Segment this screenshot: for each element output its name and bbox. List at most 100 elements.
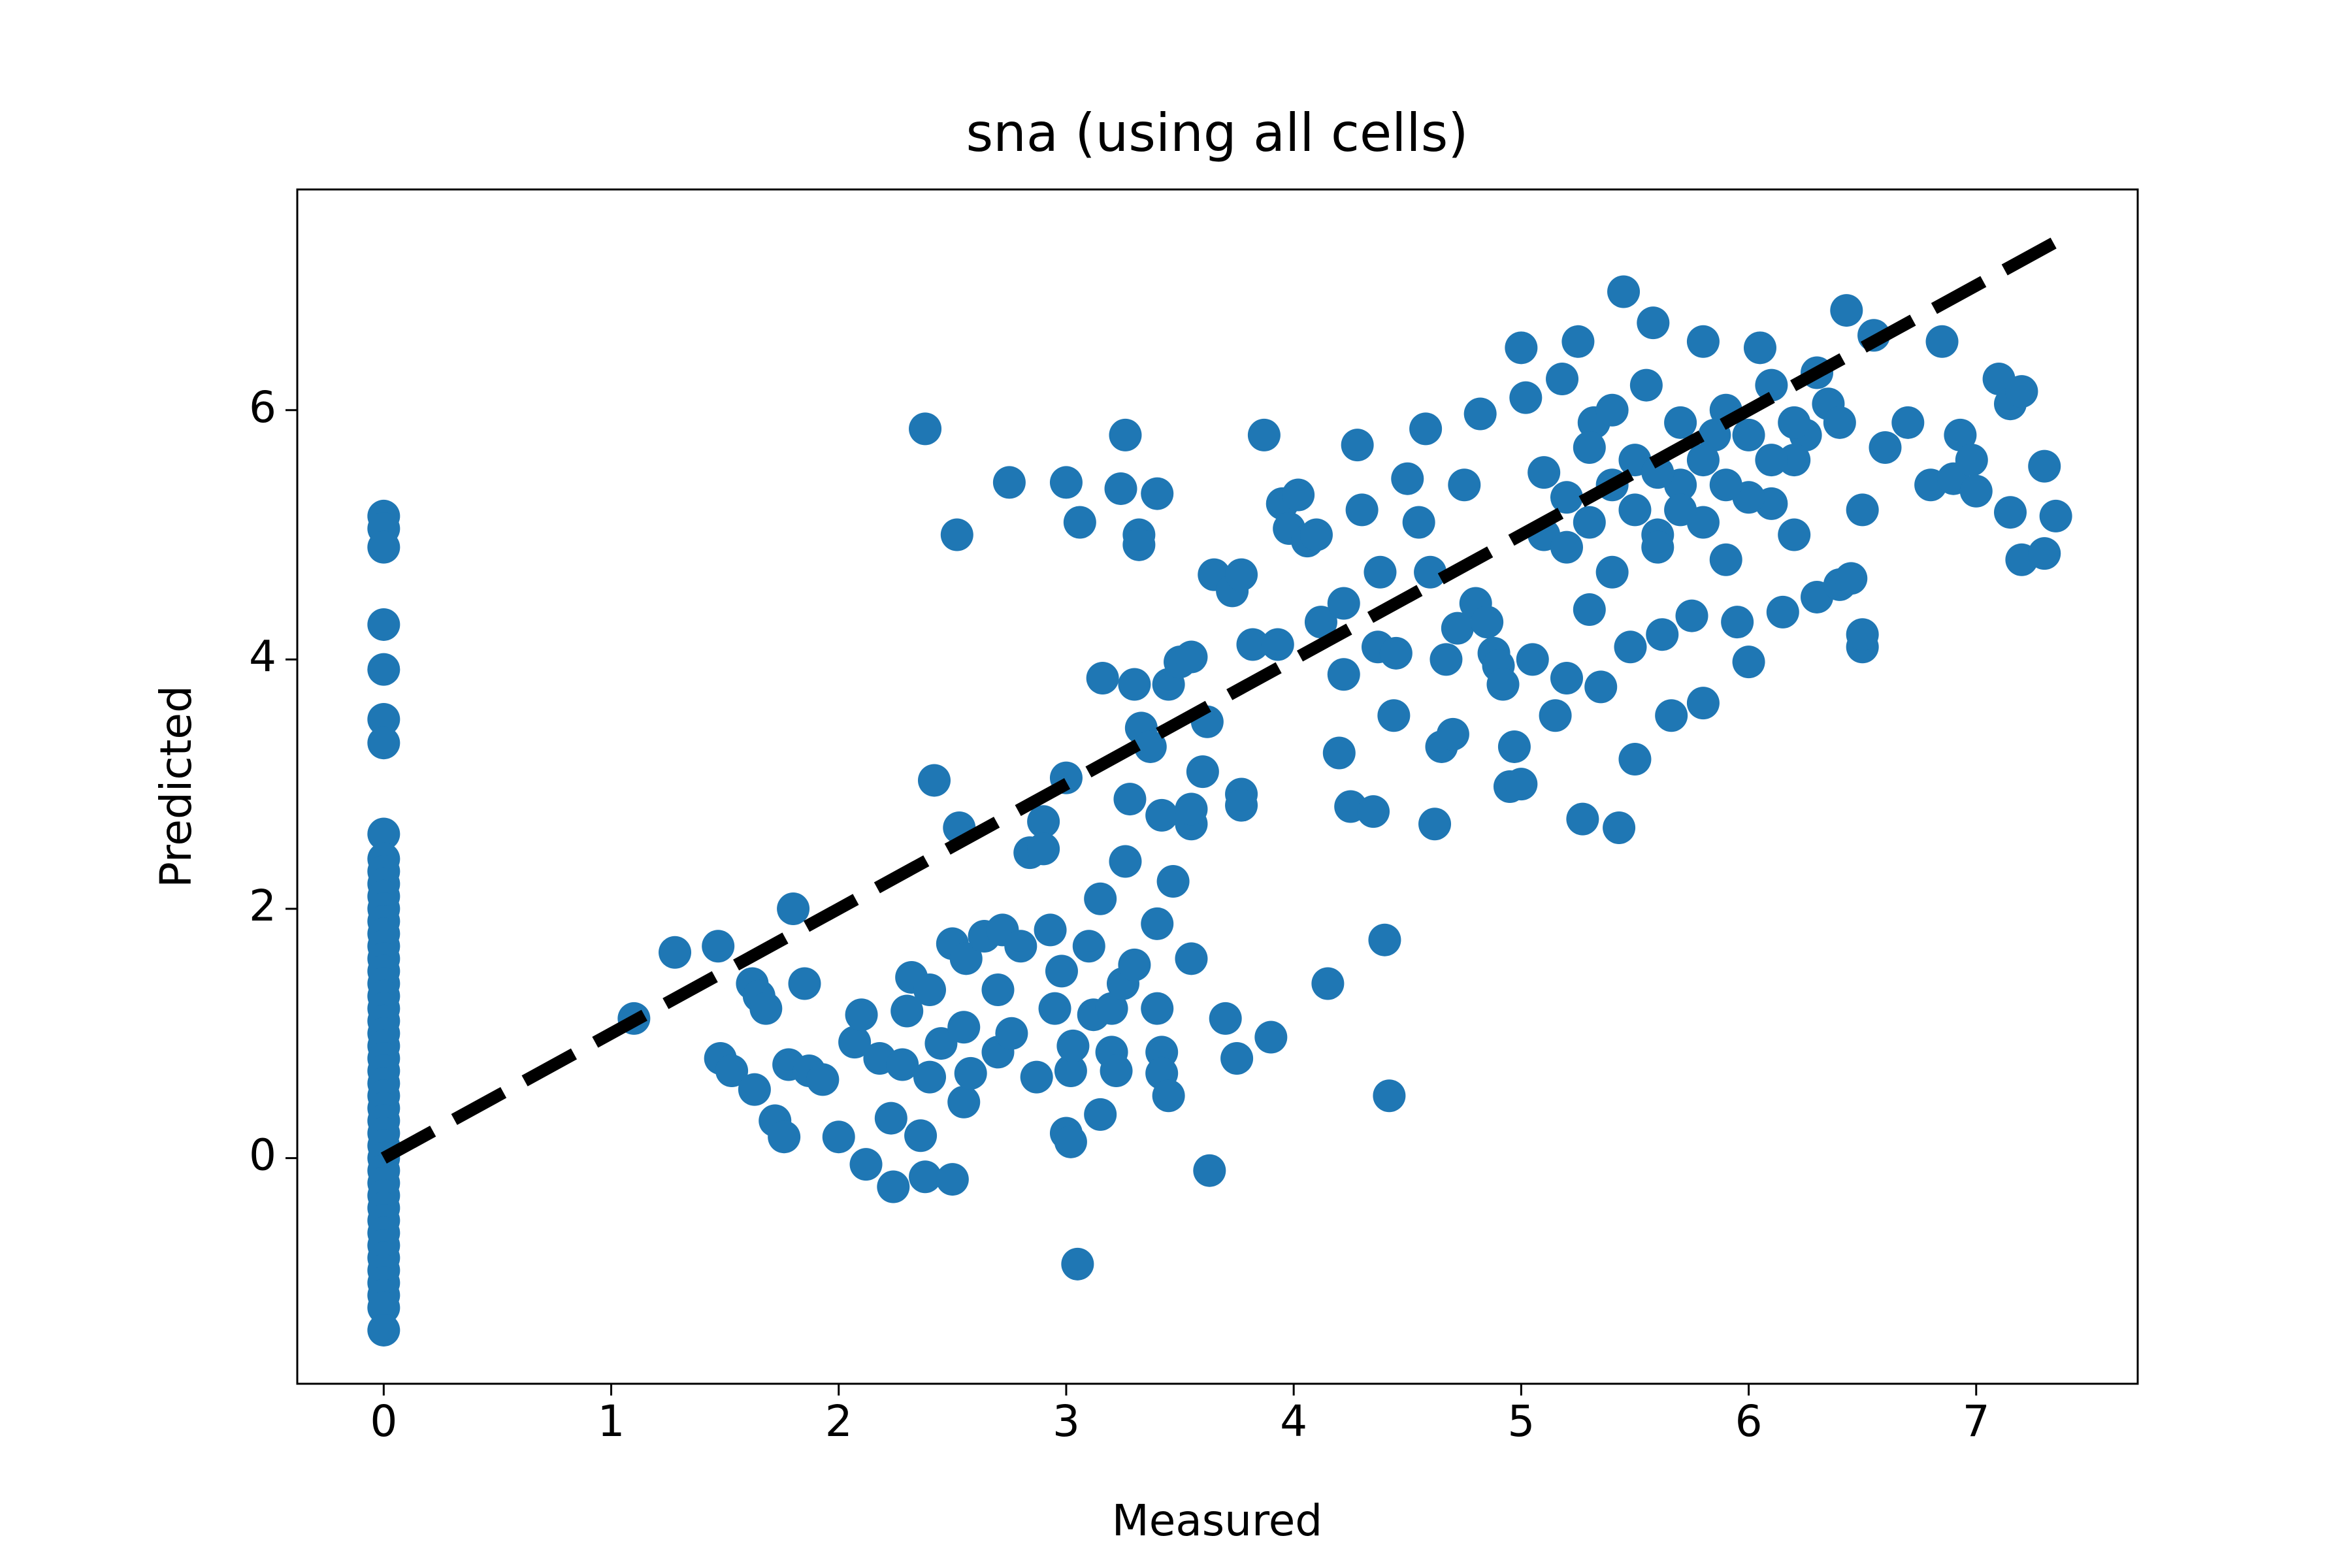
point <box>845 998 878 1032</box>
point <box>1721 606 1754 639</box>
point <box>2005 375 2038 408</box>
point <box>1516 643 1549 676</box>
point <box>1156 865 1190 898</box>
point <box>1141 477 1174 510</box>
point <box>1573 506 1606 539</box>
x-tick-label: 3 <box>1053 1396 1080 1446</box>
point <box>1327 587 1360 620</box>
point <box>1743 331 1776 365</box>
point <box>1109 845 1142 878</box>
point <box>1402 506 1435 539</box>
point <box>1618 493 1652 527</box>
point <box>1641 531 1674 564</box>
point <box>715 1054 749 1088</box>
point <box>1072 930 1105 963</box>
point <box>1122 528 1156 561</box>
point <box>1686 325 1720 358</box>
point <box>1830 294 1863 327</box>
point <box>1373 1079 1406 1113</box>
point <box>874 1102 907 1135</box>
x-tick-label: 2 <box>825 1396 853 1446</box>
point <box>1994 496 2027 529</box>
point <box>2028 537 2061 570</box>
point <box>1539 699 1572 732</box>
point <box>1497 730 1531 763</box>
point <box>890 994 924 1028</box>
point <box>1584 670 1618 704</box>
point <box>1869 431 1902 464</box>
point <box>1637 306 1670 340</box>
point <box>936 1163 969 1196</box>
point <box>1145 798 1179 832</box>
point <box>904 1119 938 1152</box>
point <box>1766 595 1799 629</box>
point <box>1835 562 1868 595</box>
point <box>1327 658 1360 691</box>
point <box>1282 478 1315 512</box>
point <box>1641 456 1674 489</box>
point <box>1755 444 1788 477</box>
point <box>788 967 821 1000</box>
point <box>1100 1054 1133 1088</box>
point <box>992 466 1026 499</box>
x-tick-label: 7 <box>1963 1396 1990 1446</box>
point <box>949 942 983 975</box>
point <box>909 1160 942 1194</box>
point <box>913 973 947 1007</box>
point <box>1409 412 1443 446</box>
point <box>1054 1054 1087 1088</box>
point <box>1364 555 1397 589</box>
point <box>1357 795 1390 828</box>
point <box>1045 955 1078 988</box>
point <box>1573 593 1606 627</box>
point <box>1322 736 1356 770</box>
point <box>1778 406 1811 439</box>
point <box>1254 1021 1288 1054</box>
point <box>1414 555 1447 589</box>
point <box>1709 543 1742 576</box>
point <box>1086 661 1119 694</box>
point <box>1186 755 1219 789</box>
chart-title: sna (using all cells) <box>966 103 1468 163</box>
point <box>1618 743 1652 776</box>
y-tick-label: 0 <box>249 1130 276 1181</box>
point <box>1486 668 1520 701</box>
point <box>1304 606 1337 639</box>
x-tick-label: 6 <box>1735 1396 1763 1446</box>
point <box>1732 645 1765 679</box>
point <box>659 936 692 969</box>
point <box>877 1170 910 1203</box>
point <box>1141 992 1174 1025</box>
point <box>924 1027 958 1060</box>
point <box>1732 418 1765 451</box>
point <box>1391 462 1424 495</box>
point <box>367 727 400 760</box>
point <box>1236 628 1269 661</box>
point <box>1550 531 1583 564</box>
point <box>947 1011 981 1044</box>
point <box>1134 730 1167 763</box>
point <box>822 1120 855 1154</box>
point <box>1607 275 1641 308</box>
point <box>1655 699 1688 732</box>
point <box>1175 942 1208 975</box>
point <box>367 531 400 564</box>
point <box>1471 606 1504 639</box>
point <box>367 1313 400 1347</box>
point <box>367 608 400 641</box>
point <box>1527 456 1561 489</box>
point <box>886 1048 919 1081</box>
point <box>1341 429 1374 462</box>
plot-area <box>367 237 2072 1347</box>
point <box>1675 599 1708 632</box>
point <box>1646 618 1679 651</box>
point <box>1220 1041 1254 1075</box>
point <box>2039 499 2072 532</box>
point <box>909 412 942 446</box>
point <box>1061 1247 1094 1281</box>
point <box>1550 481 1583 514</box>
point <box>1056 1029 1090 1062</box>
point <box>917 764 951 797</box>
